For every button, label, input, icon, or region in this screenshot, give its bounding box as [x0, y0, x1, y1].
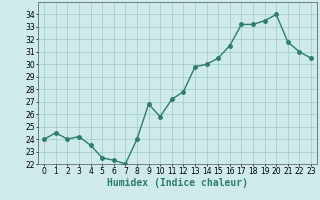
X-axis label: Humidex (Indice chaleur): Humidex (Indice chaleur): [107, 178, 248, 188]
